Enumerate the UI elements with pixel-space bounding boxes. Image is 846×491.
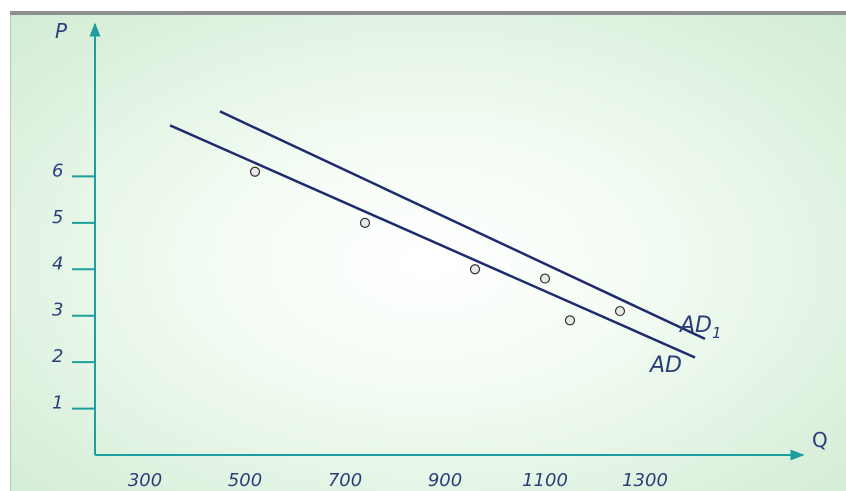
- curve-label-ad1-main: AD: [678, 313, 712, 338]
- series-line-ad: [169, 124, 696, 359]
- curve-label-ad1: AD1: [678, 313, 722, 342]
- curve-label-ad: AD: [648, 353, 682, 378]
- data-point: [539, 273, 551, 284]
- chart-background: [10, 15, 846, 491]
- x-tick-label: 900: [428, 470, 462, 491]
- data-point: [614, 305, 626, 317]
- series-line-group: [169, 110, 706, 359]
- y-tick-label: 3: [52, 300, 63, 321]
- x-axis-label: Q: [812, 428, 828, 452]
- data-point-group: [249, 166, 626, 326]
- x-tick-label: 300: [128, 470, 162, 491]
- top-bar: [0, 0, 846, 15]
- y-tick-label: 1: [52, 393, 63, 414]
- x-tick-label: 1300: [622, 470, 668, 491]
- data-point: [564, 315, 576, 326]
- x-tick-label: 1100: [522, 470, 568, 491]
- x-tick-group: 300 500 700 900 1100 1300: [128, 470, 668, 491]
- data-point: [249, 166, 261, 177]
- y-axis-label: P: [55, 19, 68, 43]
- data-point: [359, 217, 371, 228]
- data-point: [469, 264, 481, 275]
- y-tick-label: 6: [52, 160, 63, 181]
- x-tick-label: 500: [228, 470, 262, 491]
- y-tick-group: 1 2 3 4 5 6: [52, 160, 94, 414]
- series-line-ad1: [219, 110, 706, 341]
- curve-label-ad1-subscript: 1: [712, 324, 722, 342]
- y-tick-label: 4: [52, 253, 63, 274]
- y-tick-label: 2: [52, 346, 63, 367]
- top-divider: [10, 11, 846, 15]
- x-tick-label: 700: [328, 470, 362, 491]
- y-tick-label: 5: [52, 207, 63, 228]
